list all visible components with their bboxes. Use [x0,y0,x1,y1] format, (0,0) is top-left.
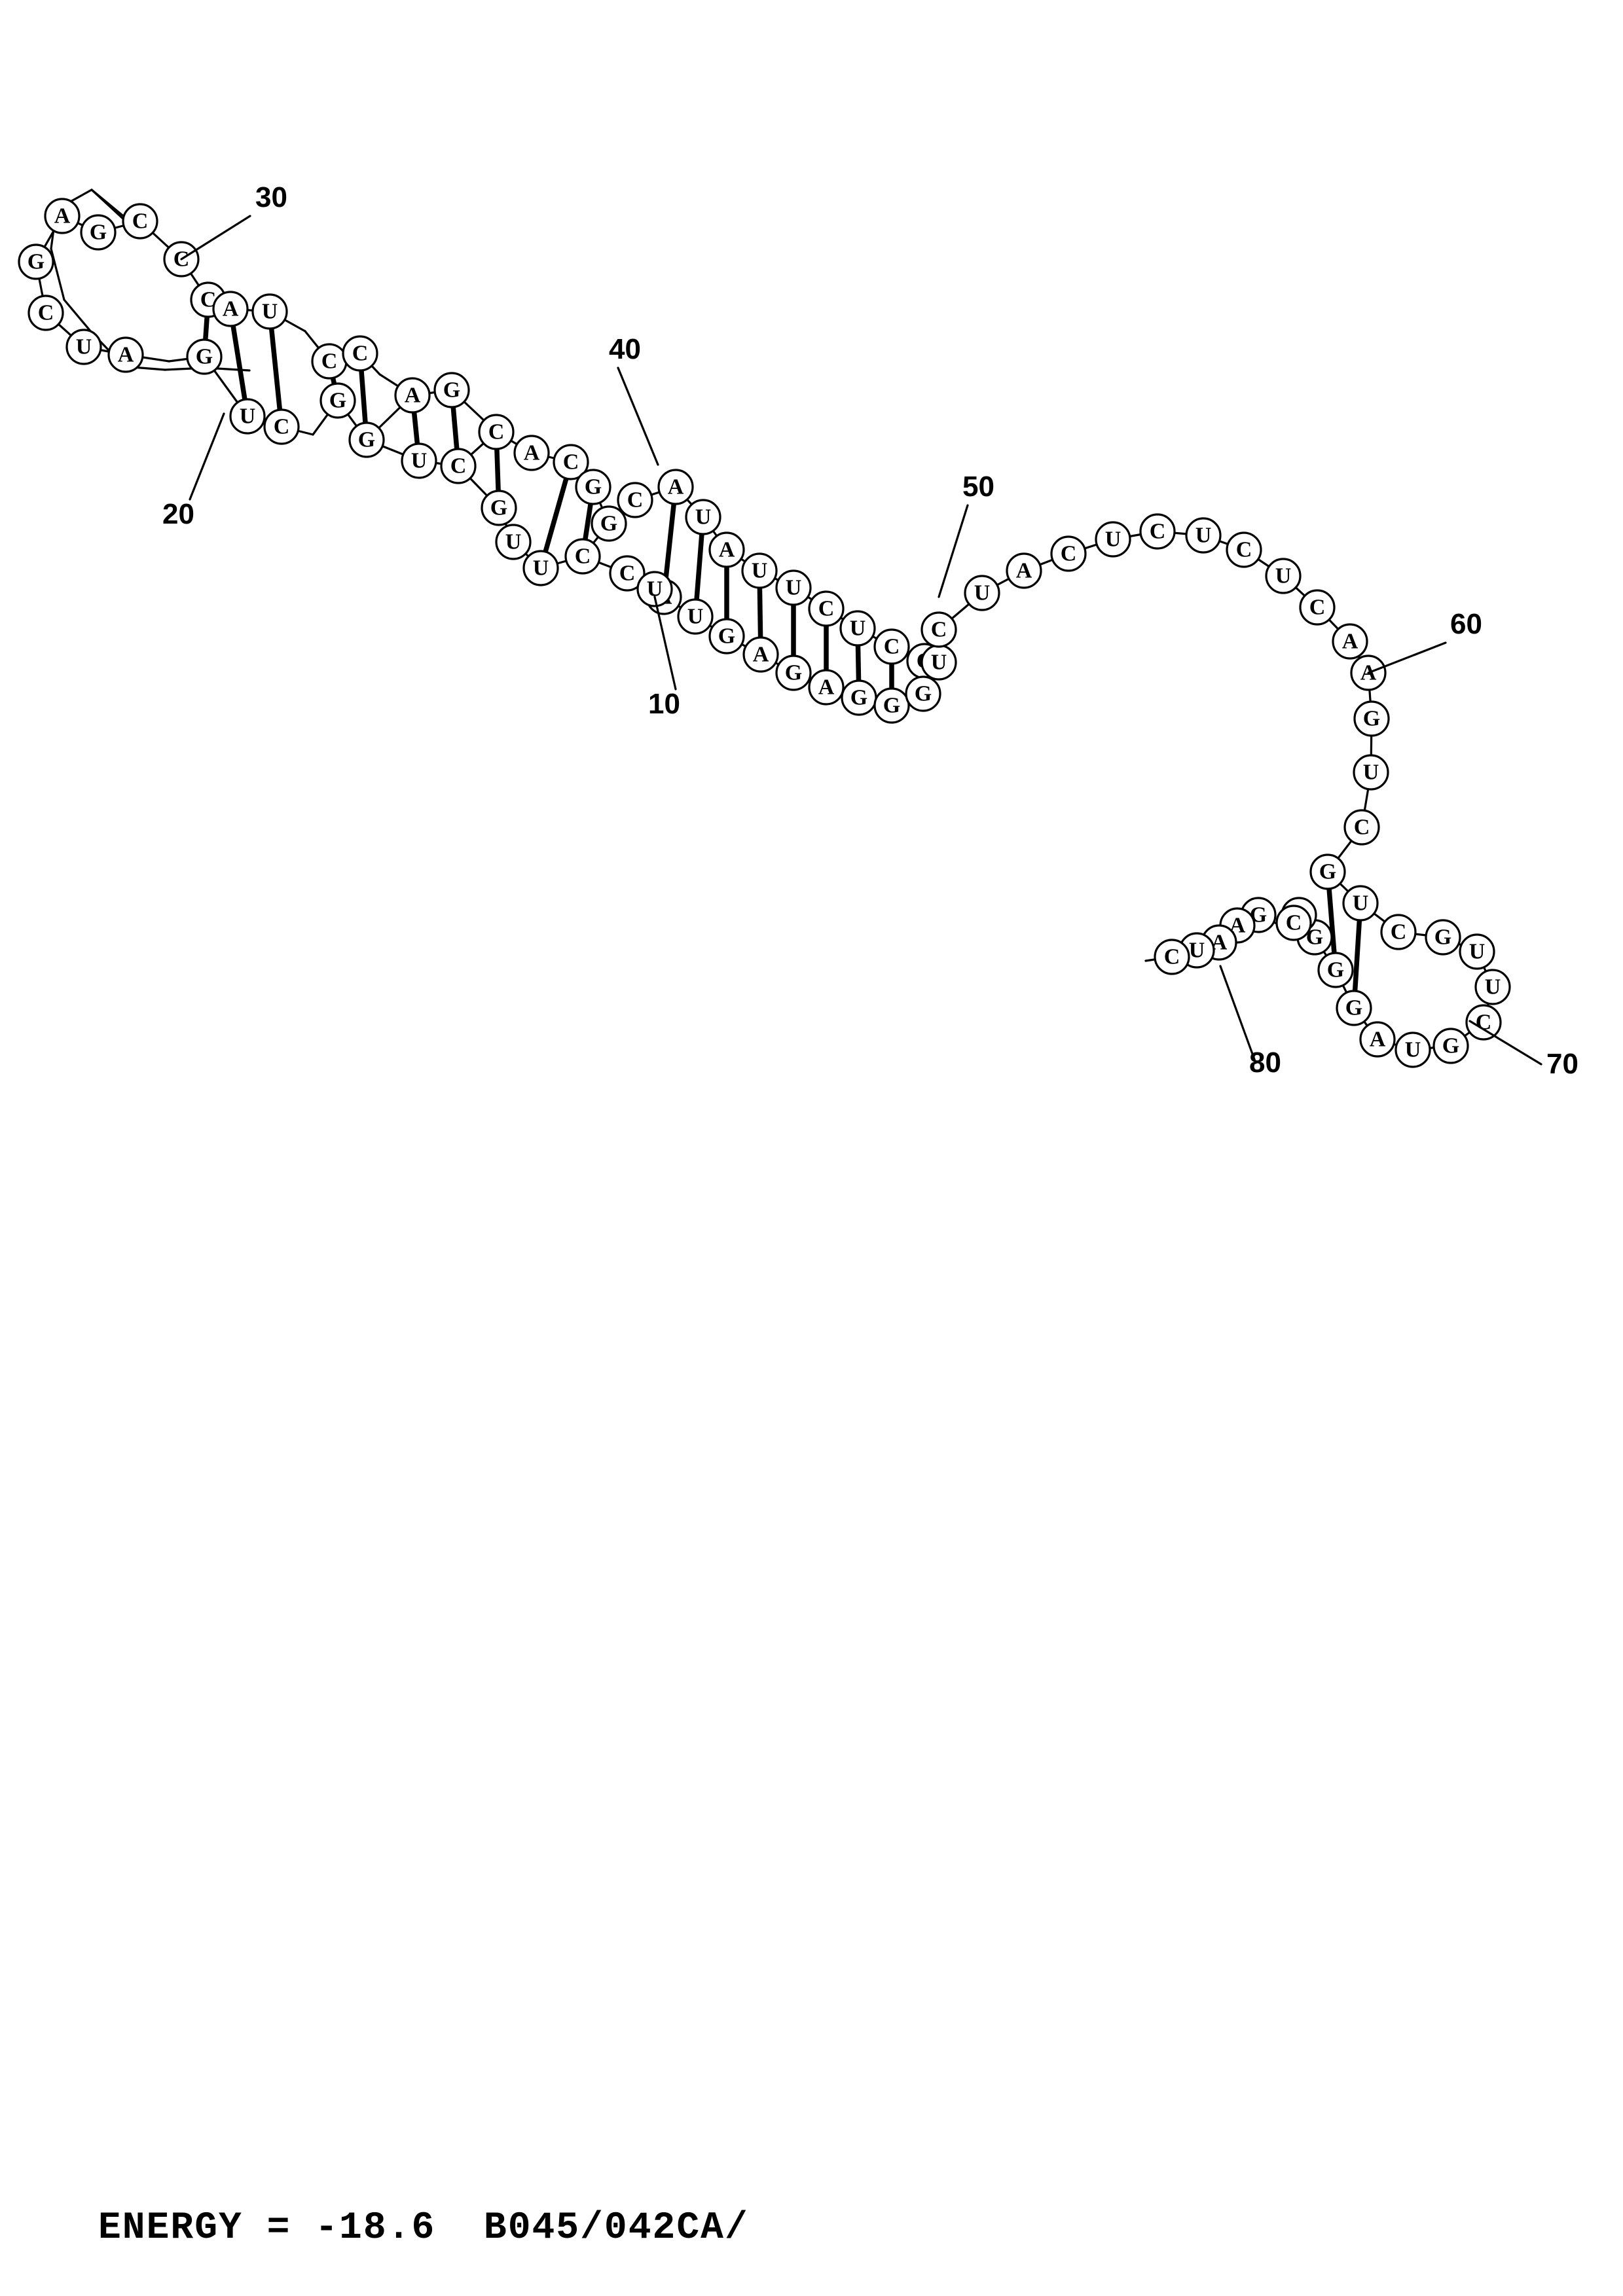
nt-node: U [65,329,102,365]
position-leader-line [938,504,969,598]
nt-node: A [657,469,694,505]
nt-node: A [394,377,431,414]
nt-node: C [617,482,653,518]
nt-node: U [1342,885,1379,922]
nt-node: U [495,524,532,560]
base-pair-lines [202,299,1363,1009]
nt-node: C [1154,939,1190,975]
nt-node: G [841,679,877,716]
nt-group: G A G C U A C C C G A U U C C G C G A U … [18,198,1511,1068]
position-leader-line [180,215,251,260]
nt-node: G [1309,853,1346,890]
position-leader-line [653,596,677,691]
position-leader-line [1219,965,1257,1064]
position-number-50: 50 [962,471,994,503]
nt-node: U [839,610,876,647]
nt-node: C [311,343,348,380]
nt-node: C [564,538,601,575]
nt-node: C [263,408,300,445]
nt-node: G [1317,952,1354,988]
nt-node: U [229,398,266,435]
nt-node: G [873,687,910,724]
nt-node: A [808,669,845,706]
nt-node: U [1474,969,1511,1005]
nt-node: G [905,675,941,712]
nt-node: C [1226,531,1262,568]
nt-node: A [44,198,81,234]
nt-node: C [122,203,158,240]
position-leader-line [1367,641,1447,674]
nt-node: U [1353,754,1389,791]
nt-node: U [964,575,1000,611]
nt-node: U [741,552,778,589]
nt-node: U [401,442,437,479]
nt-node: U [251,293,288,330]
nt-node: A [742,636,779,673]
nt-node: C [478,414,515,450]
nt-node: C [808,590,845,627]
nt-node: C [873,628,910,665]
nt-node: C [1275,905,1312,941]
position-leader-line [1468,1020,1542,1066]
nt-node: C [440,448,477,484]
nt-node: C [1380,914,1417,950]
nt-node: G [18,243,54,280]
nt-node: G [575,469,611,505]
position-number-30: 30 [255,181,287,213]
nt-node: U [1095,521,1131,558]
nt-node: U [1185,517,1222,554]
nt-node: G [186,338,223,375]
left-helix-backbone [192,298,610,569]
position-number-labels: 10 20 30 40 50 60 70 80 [162,181,1578,1080]
nt-node: C [1343,809,1380,846]
nt-node: A [212,291,249,327]
nt-node: A [107,336,144,373]
nt-node: G [319,382,356,419]
position-number-20: 20 [162,498,194,530]
nt-node: U [921,644,957,681]
right-arch-backbone [938,530,1373,873]
nt-node: G [1432,1028,1469,1064]
nt-node: C [921,611,957,648]
nt-node: U [775,569,812,606]
nt-node: C [1050,535,1087,572]
position-number-80: 80 [1249,1047,1281,1079]
nt-node: A [1332,623,1368,660]
position-leader-line [617,367,659,466]
nt-node: A [708,531,745,568]
nt-node: A [1006,552,1042,589]
position-number-10: 10 [648,688,680,720]
nt-node: G [591,505,627,542]
nt-node: G [775,655,812,691]
nt-node: G [1353,700,1390,737]
energy-caption: ENERGY = -18.6 B045/042CA/ [98,2207,749,2250]
nt-node: U [677,598,714,635]
position-number-70: 70 [1546,1048,1578,1080]
position-leader-line [189,412,225,501]
nt-node: U [1395,1031,1431,1068]
nt-node: C [1139,513,1176,550]
nt-node: G [708,618,745,655]
nt-node: A [513,435,550,471]
nt-node: A [1359,1021,1396,1058]
nt-node: U [522,550,559,586]
nt-node: G [348,422,385,458]
nt-node: U [685,499,721,535]
nt-node: G [1336,990,1372,1026]
nt-node: G [481,490,517,526]
nt-node: G [1425,919,1461,956]
nt-node: U [1459,933,1495,970]
nt-node: C [27,295,64,331]
nt-node: U [1265,558,1302,594]
nt-node: G [80,214,117,251]
nt-node: G [433,372,470,408]
nt-node: C [342,335,378,372]
nt-node: C [1299,589,1336,626]
position-number-40: 40 [609,333,641,365]
position-number-60: 60 [1450,608,1482,640]
